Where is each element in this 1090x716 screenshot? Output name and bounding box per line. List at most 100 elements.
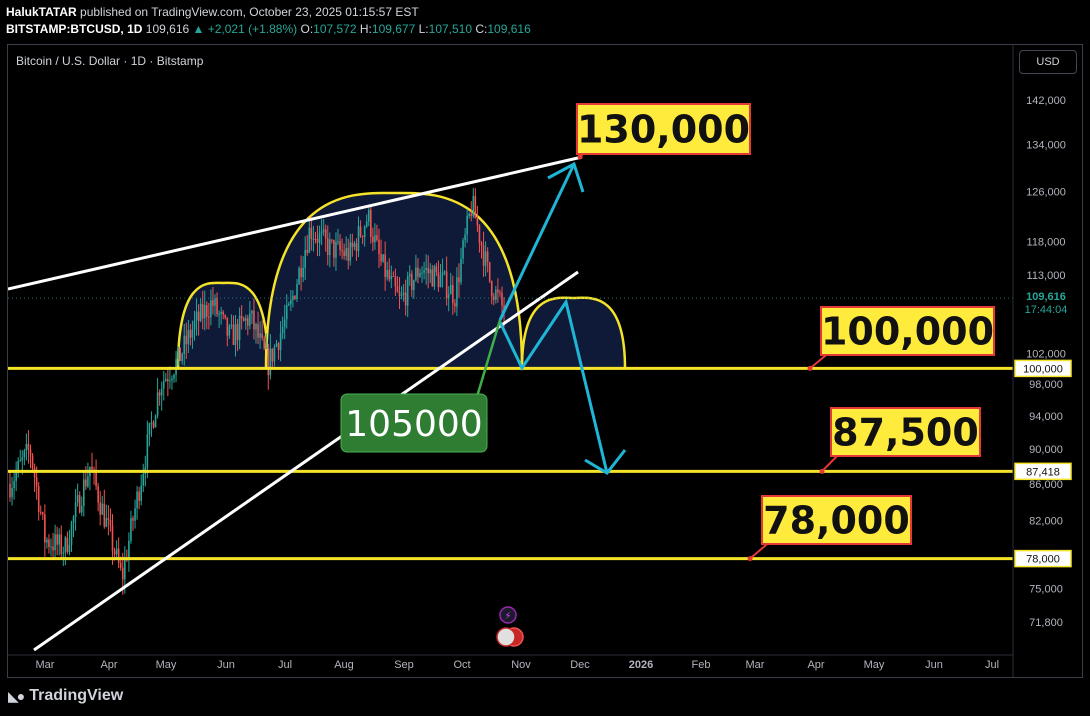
candle-body <box>347 248 350 261</box>
candle-body <box>495 289 497 300</box>
level-100k-callout-box <box>820 306 995 356</box>
candle-body <box>486 251 489 262</box>
candle-body <box>290 299 292 305</box>
candle-body <box>124 559 126 580</box>
high-value: 109,677 <box>371 22 416 36</box>
candle-body <box>398 291 401 296</box>
candle-body <box>493 296 495 300</box>
time-tick-label: May <box>864 659 885 671</box>
candle-body <box>21 457 24 461</box>
candle-body <box>497 289 499 293</box>
tradingview-mark-icon: ◣● <box>8 687 25 704</box>
candle-body <box>380 254 382 262</box>
candle-body <box>429 269 432 274</box>
published-text: published on TradingView.com, October 23… <box>80 5 419 19</box>
candle-body <box>244 318 247 321</box>
candle-body <box>56 534 58 545</box>
candle-body <box>365 221 368 227</box>
time-tick-label: 2026 <box>629 659 653 671</box>
candle-body <box>171 378 173 381</box>
candle-body <box>130 518 132 541</box>
candle-body <box>101 503 104 515</box>
price-tick-label: 126,000 <box>1026 187 1066 199</box>
candle-body <box>322 229 325 232</box>
publish-line: HalukTATAR published on TradingView.com,… <box>6 5 419 19</box>
candle-body <box>39 511 42 513</box>
open-value: 107,572 <box>313 22 357 36</box>
candle-body <box>300 268 302 278</box>
tradingview-logo[interactable]: ◣● TradingView <box>8 687 123 705</box>
candle-body <box>37 486 40 512</box>
time-tick-label: Jun <box>925 659 943 671</box>
candle-body <box>238 315 241 341</box>
time-tick-label: Dec <box>570 659 590 671</box>
candle-body <box>156 392 159 416</box>
candle-body <box>29 449 32 456</box>
candle-body <box>199 304 202 321</box>
chart-frame <box>7 44 1083 678</box>
candle-body <box>11 488 13 498</box>
candle-body <box>214 298 216 306</box>
candle-body <box>400 294 403 296</box>
level-78k-callout-box <box>761 495 912 545</box>
candle-body <box>341 249 343 252</box>
candle-body <box>117 548 120 564</box>
open-label: O: <box>300 22 314 36</box>
candle-body <box>454 303 456 307</box>
candle-body <box>91 466 93 470</box>
candle-body <box>476 218 479 226</box>
candle-body <box>181 353 183 362</box>
candle-body <box>408 273 411 277</box>
candle-body <box>107 518 110 521</box>
candle-body <box>187 330 190 345</box>
candle-body <box>42 512 44 515</box>
candle-body <box>138 491 140 501</box>
candle-body <box>54 534 56 551</box>
current-price-tag <box>1015 286 1077 317</box>
candle-body <box>349 242 352 261</box>
candle-body <box>152 422 155 428</box>
candle-body <box>402 292 405 295</box>
candle-body <box>464 234 466 241</box>
candle-body <box>314 238 317 240</box>
level-78k-callout-text: 78,000 <box>763 499 910 543</box>
candle-body <box>501 292 503 306</box>
candle-body <box>370 209 372 237</box>
candle-body <box>312 238 315 240</box>
candle-body <box>382 254 384 262</box>
candle-body <box>103 503 106 527</box>
candle-body <box>452 284 454 304</box>
candle-body <box>183 335 186 354</box>
currency-button[interactable]: USD <box>1019 50 1077 74</box>
time-tick-label: Apr <box>807 659 824 671</box>
target-arrow <box>498 163 576 321</box>
candle-body <box>390 276 393 280</box>
candle-body <box>468 213 470 216</box>
author-name[interactable]: HalukTATAR <box>6 5 77 19</box>
candle-body <box>17 460 19 472</box>
candle-body <box>197 311 200 321</box>
candle-body <box>333 240 335 258</box>
candle-body <box>302 267 304 278</box>
candle-body <box>191 329 194 338</box>
candle-body <box>136 491 138 509</box>
candle-body <box>296 284 298 299</box>
candle-body <box>146 434 149 468</box>
candle-body <box>283 319 286 328</box>
target-callout-text: 130,000 <box>577 108 750 152</box>
dome-pattern <box>264 191 524 370</box>
candle-body <box>9 483 11 498</box>
price-tick-label: 94,000 <box>1029 411 1063 423</box>
candle-body <box>222 311 224 315</box>
candle-body <box>384 254 386 277</box>
candle-body <box>294 296 296 299</box>
candle-body <box>267 347 270 376</box>
candle-body <box>46 539 48 543</box>
candle-body <box>376 235 378 240</box>
level-price-tag <box>1014 549 1072 568</box>
candle-body <box>206 305 208 317</box>
level-price-tag <box>1014 462 1072 481</box>
candle-body <box>345 248 347 256</box>
candle-body <box>165 379 167 382</box>
